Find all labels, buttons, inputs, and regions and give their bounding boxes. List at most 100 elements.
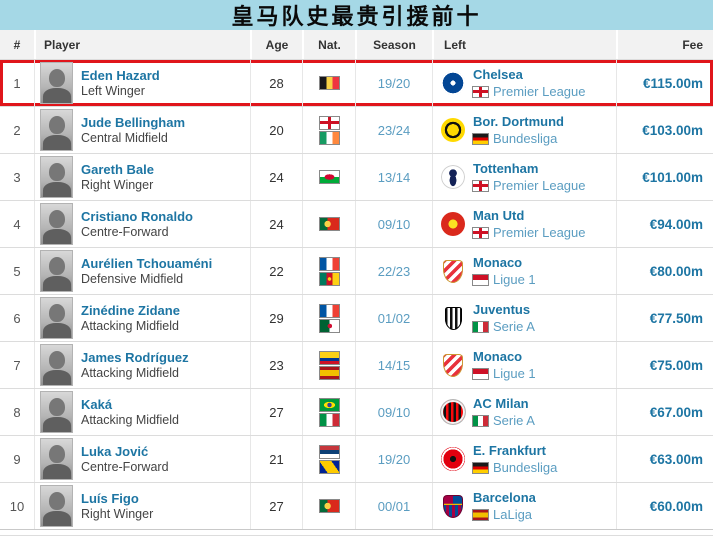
nationality-cell: [302, 201, 355, 247]
player-photo[interactable]: [40, 62, 73, 104]
italy-flag: [473, 415, 488, 426]
player-photo[interactable]: [40, 485, 73, 527]
player-photo[interactable]: [40, 109, 73, 151]
club-name-link[interactable]: E. Frankfurt: [473, 443, 546, 458]
manutd-badge[interactable]: [441, 212, 465, 236]
player-position: Left Winger: [81, 83, 145, 98]
left-club-cell: Barcelona LaLiga: [432, 483, 616, 529]
fee-link[interactable]: €63.00m: [649, 451, 703, 467]
season-link[interactable]: 00/01: [377, 498, 411, 514]
player-position: Right Winger: [81, 177, 154, 192]
left-club-cell: Man Utd Premier League: [432, 201, 616, 247]
fee-link[interactable]: €60.00m: [649, 498, 703, 514]
table-row: 1 Eden Hazard Left Winger 28 19/20 Chels…: [0, 59, 713, 106]
league-link[interactable]: Serie A: [493, 319, 535, 334]
player-name-link[interactable]: Luka Jović: [81, 443, 149, 459]
nationality-cell: [302, 342, 355, 388]
player-name-link[interactable]: Kaká: [81, 396, 113, 412]
player-name-link[interactable]: Cristiano Ronaldo: [81, 208, 193, 224]
season-link[interactable]: 22/23: [377, 263, 411, 279]
club-name-link[interactable]: Barcelona: [473, 490, 536, 505]
fee-link[interactable]: €103.00m: [642, 122, 703, 138]
colombia-flag: [319, 351, 339, 364]
league-link[interactable]: Premier League: [493, 178, 586, 193]
fee-link[interactable]: €77.50m: [649, 310, 703, 326]
player-name-link[interactable]: Zinédine Zidane: [81, 302, 180, 318]
player-name-link[interactable]: Gareth Bale: [81, 161, 154, 177]
player-photo[interactable]: [40, 203, 73, 245]
fee-link[interactable]: €115.00m: [642, 75, 703, 91]
club-name-link[interactable]: Chelsea: [473, 67, 523, 82]
acmilan-badge[interactable]: [441, 400, 465, 424]
season-link[interactable]: 19/20: [377, 451, 411, 467]
season-link[interactable]: 23/24: [377, 122, 411, 138]
club-name-link[interactable]: Monaco: [473, 255, 523, 270]
club-name-link[interactable]: AC Milan: [473, 396, 529, 411]
player-name-link[interactable]: Eden Hazard: [81, 67, 160, 83]
partial-next-row: [0, 529, 713, 536]
monaco-badge[interactable]: [443, 353, 463, 377]
player-photo[interactable]: [40, 391, 73, 433]
league-link[interactable]: Premier League: [493, 84, 586, 99]
player-position: Attacking Midfield: [81, 412, 179, 427]
club-name-link[interactable]: Man Utd: [473, 208, 525, 223]
age-cell: 22: [250, 248, 302, 294]
fee-link[interactable]: €75.00m: [649, 357, 703, 373]
france-flag: [319, 304, 339, 317]
fee-link[interactable]: €67.00m: [649, 404, 703, 420]
monaco-badge[interactable]: [443, 259, 463, 283]
league-link[interactable]: Bundesliga: [493, 131, 558, 146]
table-row: 2 Jude Bellingham Central Midfield 20 23…: [0, 106, 713, 153]
player-name-link[interactable]: Luís Figo: [81, 490, 139, 506]
league-link[interactable]: Bundesliga: [493, 460, 558, 475]
season-link[interactable]: 19/20: [377, 75, 411, 91]
season-link[interactable]: 13/14: [377, 169, 411, 185]
transfer-table: # Player Age Nat. Season Left Fee 1 Eden…: [0, 30, 713, 536]
player-name-link[interactable]: James Rodríguez: [81, 349, 189, 365]
player-name-link[interactable]: Jude Bellingham: [81, 114, 186, 130]
season-link[interactable]: 14/15: [377, 357, 411, 373]
player-photo[interactable]: [40, 438, 73, 480]
season-link[interactable]: 09/10: [377, 216, 411, 232]
nationality-cell: [302, 389, 355, 435]
fee-link[interactable]: €94.00m: [649, 216, 703, 232]
table-header: # Player Age Nat. Season Left Fee: [0, 30, 713, 59]
rank-cell: 5: [13, 263, 21, 279]
frankfurt-badge[interactable]: [441, 447, 465, 471]
league-link[interactable]: LaLiga: [493, 507, 533, 522]
player-photo[interactable]: [40, 344, 73, 386]
club-name-link[interactable]: Tottenham: [473, 161, 539, 176]
league-link[interactable]: Ligue 1: [493, 272, 536, 287]
nationality-cell: [302, 248, 355, 294]
season-link[interactable]: 01/02: [377, 310, 411, 326]
dortmund-badge[interactable]: [441, 118, 465, 142]
tottenham-badge[interactable]: [441, 165, 465, 189]
england-flag: [319, 116, 339, 129]
fee-link[interactable]: €101.00m: [642, 169, 703, 185]
barcelona-badge[interactable]: [443, 494, 463, 518]
club-name-link[interactable]: Juventus: [473, 302, 531, 317]
fee-cell: €80.00m: [616, 248, 713, 294]
fee-link[interactable]: €80.00m: [649, 263, 703, 279]
header-nationality: Nat.: [302, 30, 355, 59]
left-club-cell: Monaco Ligue 1: [432, 248, 616, 294]
player-name-link[interactable]: Aurélien Tchouaméni: [81, 255, 213, 271]
league-link[interactable]: Ligue 1: [493, 366, 536, 381]
player-cell: Jude Bellingham Central Midfield: [34, 107, 250, 153]
player-cell: Eden Hazard Left Winger: [34, 60, 250, 106]
season-link[interactable]: 09/10: [377, 404, 411, 420]
nationality-cell: [302, 154, 355, 200]
player-photo[interactable]: [40, 156, 73, 198]
club-name-link[interactable]: Bor. Dortmund: [473, 114, 564, 129]
monaco-flag: [473, 274, 488, 285]
season-cell: 23/24: [355, 107, 432, 153]
player-photo[interactable]: [40, 297, 73, 339]
brazil-flag: [319, 398, 339, 411]
chelsea-badge[interactable]: [441, 71, 465, 95]
league-link[interactable]: Premier League: [493, 225, 586, 240]
player-photo[interactable]: [40, 250, 73, 292]
juventus-badge[interactable]: [444, 306, 462, 330]
club-name-link[interactable]: Monaco: [473, 349, 523, 364]
league-link[interactable]: Serie A: [493, 413, 535, 428]
age-cell: 20: [250, 107, 302, 153]
